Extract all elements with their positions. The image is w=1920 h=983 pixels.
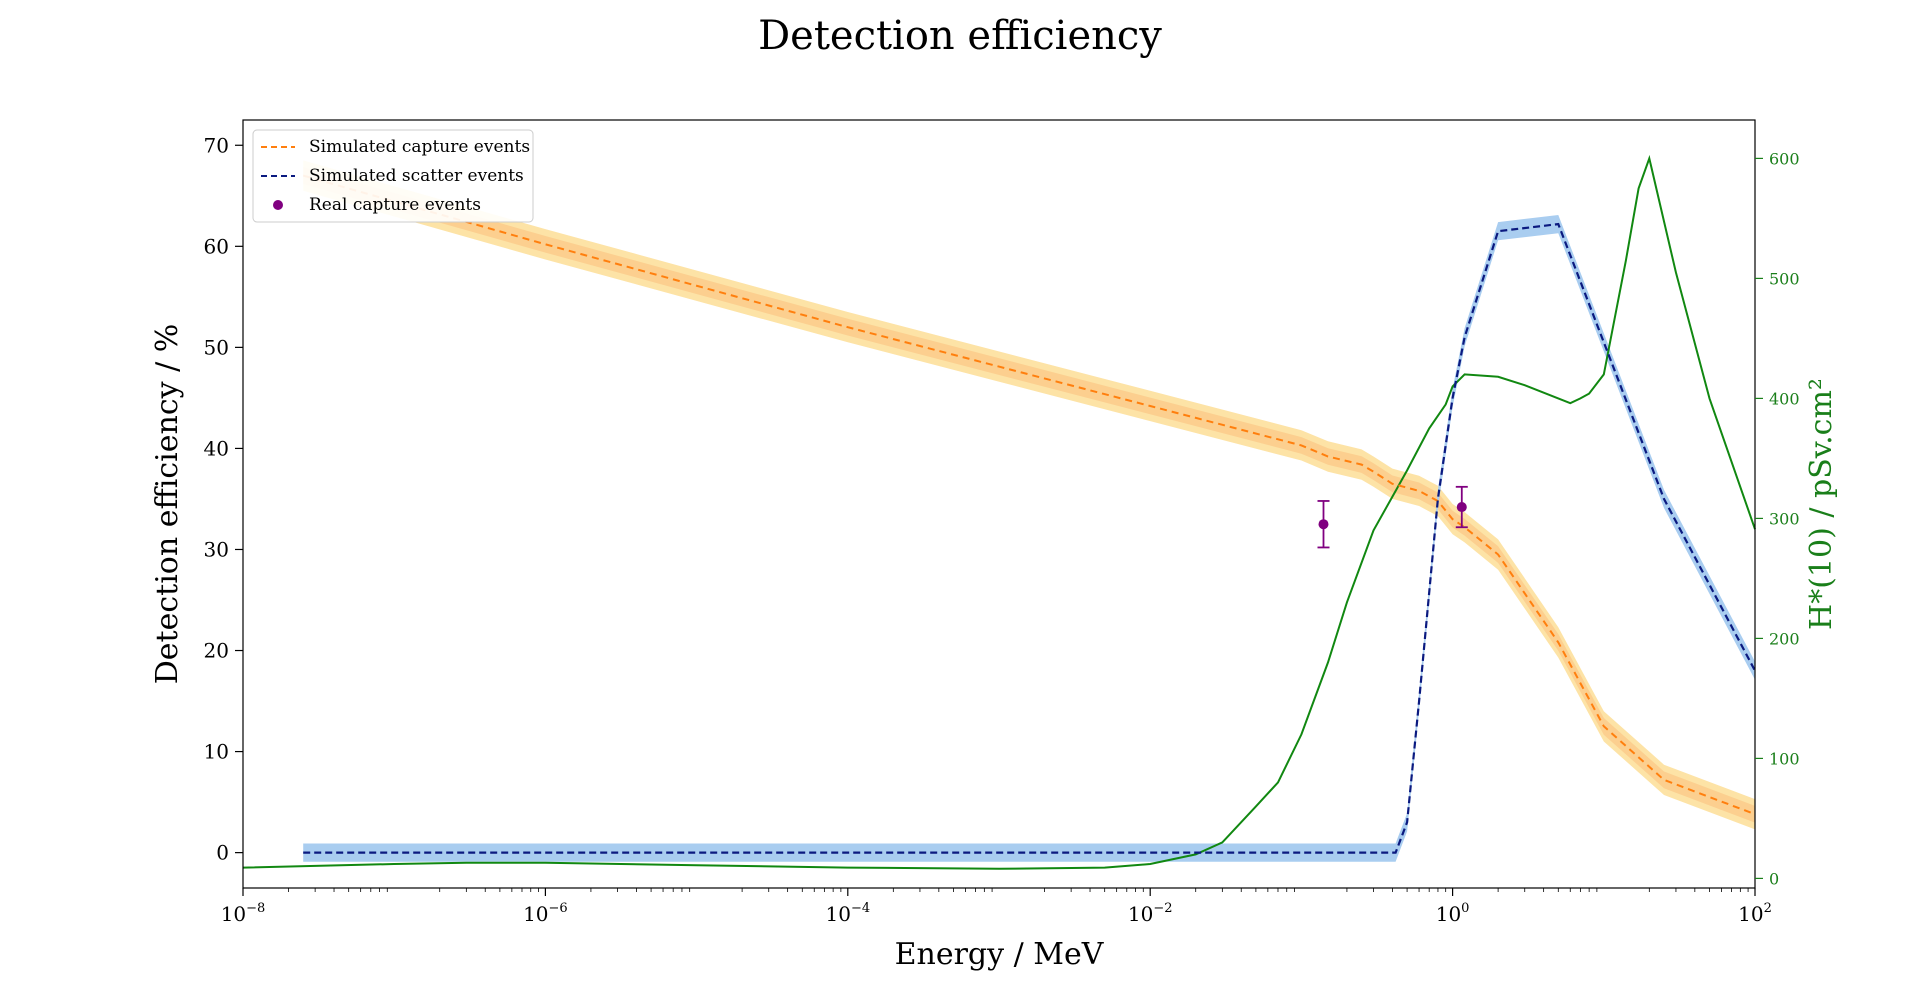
y-axis-right: 0 100 200 300 400 500 600 bbox=[1755, 149, 1800, 888]
x-axis: 10−8 10−6 10−4 10−2 100 102 bbox=[221, 888, 1772, 926]
x-tick-label: 100 bbox=[1436, 901, 1470, 926]
y2-tick-label: 600 bbox=[1769, 149, 1800, 168]
capture-band-outer bbox=[303, 160, 1756, 830]
capture-line bbox=[302, 174, 1756, 816]
plot-frame bbox=[242, 119, 1756, 889]
capture-band-inner bbox=[303, 167, 1756, 823]
y-tick-label: 0 bbox=[216, 841, 229, 865]
x-tick-label: 10−4 bbox=[825, 901, 870, 926]
x-axis-label: Energy / MeV bbox=[895, 937, 1105, 972]
y-tick-label: 30 bbox=[204, 537, 229, 561]
y-axis-left: 0 10 20 30 40 50 60 70 bbox=[204, 133, 243, 865]
legend-swatch bbox=[273, 200, 283, 210]
y2-tick-label: 500 bbox=[1769, 269, 1800, 288]
series-lines bbox=[242, 154, 1756, 870]
real-capture-point bbox=[1318, 519, 1329, 530]
y-tick-label: 50 bbox=[204, 335, 229, 359]
scatter-line bbox=[303, 222, 1756, 854]
y2-tick-label: 200 bbox=[1769, 629, 1800, 648]
y-tick-label: 20 bbox=[204, 639, 229, 663]
scatter-band bbox=[303, 215, 1756, 862]
y2-tick-label: 100 bbox=[1769, 749, 1800, 768]
legend-label: Simulated scatter events bbox=[309, 166, 524, 186]
x-tick-label: 102 bbox=[1738, 901, 1772, 926]
legend-box bbox=[252, 129, 534, 223]
y-tick-label: 10 bbox=[204, 740, 229, 764]
y2-tick-label: 0 bbox=[1769, 869, 1779, 888]
legend-label: Simulated capture events bbox=[309, 137, 530, 157]
legend-label: Real capture events bbox=[309, 195, 481, 215]
chart-title: Detection efficiency bbox=[758, 13, 1162, 59]
y-axis-label: Detection efficiency / % bbox=[150, 324, 185, 685]
x-tick-label: 10−8 bbox=[221, 901, 266, 926]
y-tick-label: 40 bbox=[204, 436, 229, 460]
y-tick-label: 70 bbox=[204, 133, 229, 157]
real-capture-point bbox=[1456, 502, 1467, 513]
legend: Simulated capture events Simulated scatte… bbox=[252, 129, 534, 223]
x-tick-label: 10−2 bbox=[1128, 901, 1173, 926]
y2-tick-label: 300 bbox=[1769, 509, 1800, 528]
y2-tick-label: 400 bbox=[1769, 389, 1800, 408]
real-capture-points bbox=[1317, 485, 1468, 549]
y-tick-label: 60 bbox=[204, 234, 229, 258]
hstar-line bbox=[242, 154, 1756, 870]
uncertainty-bands bbox=[303, 160, 1756, 862]
y2-axis-label: H*(10) / pSv.cm² bbox=[1804, 378, 1839, 630]
x-tick-label: 10−6 bbox=[523, 901, 568, 926]
